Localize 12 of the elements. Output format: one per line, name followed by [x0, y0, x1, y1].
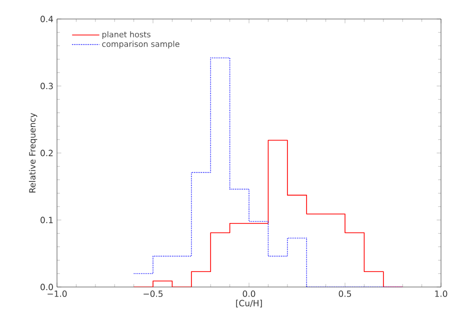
- y-axis-title: Relative Frequency: [28, 112, 38, 192]
- x-tick-label: −1.0: [48, 290, 67, 297]
- y-tick-label: 0.2: [40, 150, 53, 156]
- y-tick-label: 0.0: [40, 284, 53, 290]
- y-tick-label: 0.4: [40, 16, 54, 22]
- x-tick-label: 1.0: [435, 290, 448, 297]
- x-tick-label: −0.5: [144, 290, 163, 297]
- x-tick-label: 0.5: [338, 290, 351, 297]
- x-axis-title: [Cu/H]: [236, 300, 262, 308]
- y-tick-label: 0.1: [40, 216, 53, 224]
- y-tick-label: 0.3: [40, 82, 53, 90]
- x-tick-label: 0.0: [242, 290, 256, 297]
